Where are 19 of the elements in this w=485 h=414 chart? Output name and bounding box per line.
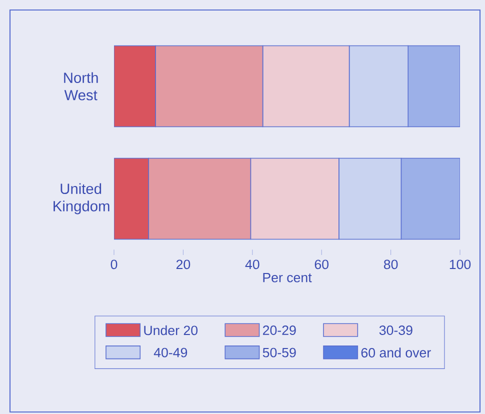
x-tick-label: 40 [245,260,260,270]
y-tick-label: United Kingdom [54,183,110,214]
bar [408,45,460,128]
legend-label: 20-29 [263,326,296,335]
x-tick-label: 20 [176,260,190,270]
x-tick-label: 100 [450,260,471,270]
legend-label: 30-39 [379,326,412,335]
legend-label: 40-49 [154,348,188,358]
legend-label: Under 20 [144,325,198,336]
legend-label: 50-59 [262,348,296,358]
x-tick-label: 60 [314,260,328,270]
x-axis-title: Per cent [263,272,312,282]
bar [114,158,150,240]
legend-label: 60 and over [361,348,431,358]
bar [400,158,460,240]
bar [114,45,156,128]
y-tick-label: North West [64,72,98,100]
x-tick-label: 0 [110,260,118,270]
x-tick-label: 80 [384,260,398,270]
